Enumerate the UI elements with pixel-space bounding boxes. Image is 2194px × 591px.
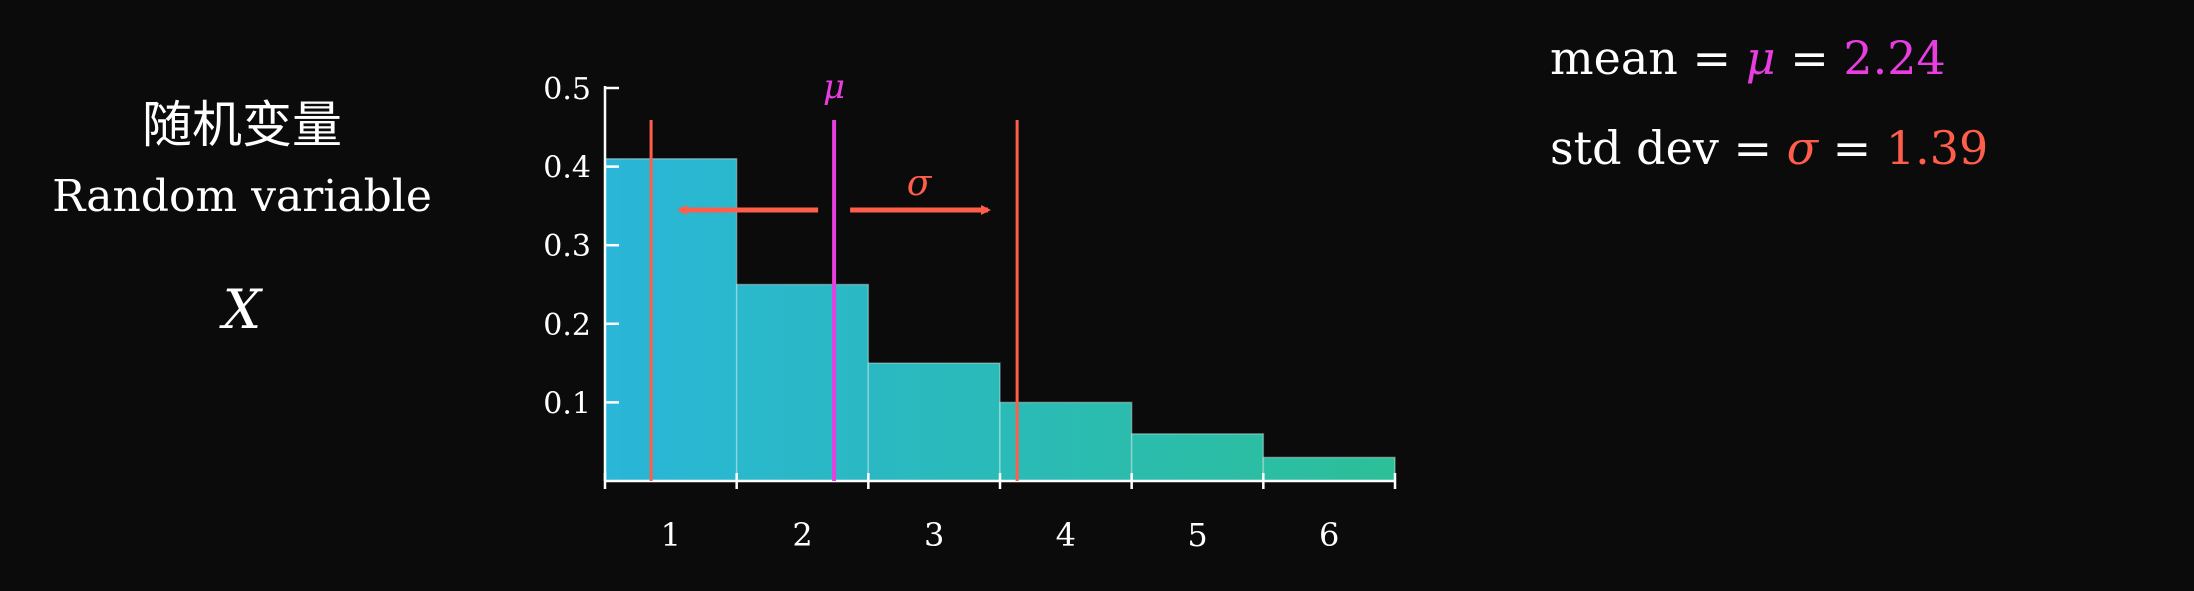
y-tick-label: 0.1 (543, 386, 591, 421)
equals-sign: = (1790, 31, 1829, 85)
bar-1 (604, 157, 738, 482)
equals-sign: = (1692, 31, 1732, 85)
x-tick-label: 6 (1319, 516, 1339, 554)
mean-value: 2.24 (1843, 31, 1946, 85)
mu-symbol: μ (1745, 31, 1776, 85)
x-tick-label: 3 (924, 516, 944, 554)
x-tick-label: 1 (661, 516, 681, 554)
y-tick-label: 0.5 (543, 72, 591, 107)
std-dev-value: 1.39 (1885, 121, 1989, 175)
mean-line-label: μ (823, 67, 845, 107)
title-english: Random variable (52, 171, 432, 222)
title-chinese: 随机变量 (142, 96, 342, 154)
equals-sign: = (1733, 121, 1772, 175)
bar-3 (867, 362, 1001, 482)
sigma-symbol: σ (1786, 121, 1819, 175)
mean-label: mean (1550, 31, 1678, 85)
std-dev-arrow-label: σ (907, 163, 933, 204)
x-tick-label: 2 (792, 516, 812, 554)
x-tick-label: 4 (1056, 516, 1076, 554)
mean-equation: mean = μ = 2.24 (1550, 35, 1946, 81)
overlay-layer: μσ (649, 67, 1019, 481)
y-tick-label: 0.3 (543, 229, 591, 264)
bar-4 (999, 401, 1133, 482)
y-tick-label: 0.2 (543, 308, 591, 343)
axes-layer: 1 2 3 4 5 6 0.1 0.2 0.3 0.4 0.5 (543, 72, 1397, 554)
bars-layer (604, 157, 1396, 482)
x-tick-label: 5 (1187, 516, 1207, 554)
std-dev-equation: std dev = σ = 1.39 (1550, 125, 1988, 171)
std-dev-label: std dev (1550, 121, 1719, 175)
random-variable-symbol: X (222, 278, 262, 341)
bar-6 (1262, 456, 1396, 482)
equals-sign: = (1832, 121, 1872, 175)
y-tick-label: 0.4 (543, 151, 591, 186)
bar-5 (1130, 433, 1265, 482)
bar-2 (735, 283, 870, 482)
